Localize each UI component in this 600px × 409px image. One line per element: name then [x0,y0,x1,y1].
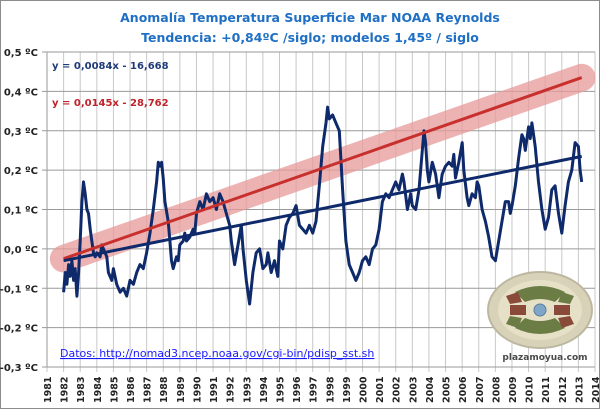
x-tick-label: 1986 [126,376,137,403]
logo-segment-tr [558,292,574,304]
x-tick-label: 2002 [392,377,403,403]
logo-segment-bottom [515,318,565,334]
logo-segment-tl [506,292,522,304]
data-source-link[interactable]: Datos: http://nomad3.ncep.noaa.gov/cgi-b… [60,347,374,360]
x-tick-label: 1994 [259,376,270,403]
y-tick-label: -0,3 ºC [0,363,38,374]
logo-segment-right [554,305,570,315]
y-tick-label: -0,1 ºC [0,284,38,295]
brand-text: plazamoyua.com [502,353,587,363]
x-tick-label: 1981 [43,377,54,403]
y-tick-label: 0,5 ºC [4,48,38,59]
x-tick-label: 2011 [541,377,552,403]
x-tick-label: 1985 [109,377,120,403]
logo-center [533,303,547,317]
trend-equation-models: y = 0,0145x - 28,762 [52,98,169,109]
x-tick-label: 1991 [209,377,220,403]
x-tick-label: 1990 [192,376,203,403]
y-tick-label: 0,0 ºC [4,245,38,256]
logo-segment-top [515,286,565,302]
x-tick-label: 2012 [558,377,569,403]
logo-segment-left [510,305,526,315]
x-tick-label: 2004 [425,376,436,403]
x-tick-label: 1996 [292,376,303,403]
x-tick-label: 2001 [375,377,386,403]
y-tick-label: -0,2 ºC [0,324,38,335]
x-tick-label: 1984 [93,376,104,403]
x-tick-label: 1998 [325,376,336,403]
x-tick-label: 2014 [591,376,600,403]
x-tick-label: 2009 [508,377,519,403]
x-tick-label: 1982 [60,377,71,403]
x-tick-label: 2005 [442,377,453,403]
x-tick-label: 2013 [574,377,585,403]
logo-segment-br [558,316,574,328]
y-tick-label: 0,3 ºC [4,127,38,138]
chart-subtitle: Tendencia: +0,84ºC /siglo; modelos 1,45º… [141,30,479,45]
brand-logo [487,271,593,349]
y-tick-label: 0,2 ºC [4,166,38,177]
y-tick-label: 0,1 ºC [4,206,38,217]
y-tick-label: 0,4 ºC [4,87,38,98]
x-tick-label: 1988 [159,376,170,403]
x-tick-label: 1992 [226,377,237,403]
chart-title: Anomalía Temperatura Superficie Mar NOAA… [120,10,500,25]
x-tick-label: 1995 [275,377,286,403]
x-tick-label: 2006 [458,376,469,403]
trend-equation-observed: y = 0,0084x - 16,668 [52,61,169,72]
x-tick-label: 2003 [408,377,419,403]
x-tick-label: 1997 [309,377,320,403]
x-tick-label: 1999 [342,377,353,403]
x-tick-label: 2008 [491,376,502,403]
observed-trend-line [63,154,583,263]
x-tick-label: 1989 [176,377,187,403]
x-tick-label: 2010 [525,376,536,403]
x-tick-label: 1993 [242,377,253,403]
x-tick-label: 1987 [143,377,154,403]
x-tick-label: 2000 [359,376,370,403]
x-tick-label: 2007 [475,377,486,403]
logo-segment-bl [506,316,522,328]
x-tick-label: 1983 [76,377,87,403]
model-trend-line [63,76,583,261]
sst-anomaly-line [62,105,584,306]
